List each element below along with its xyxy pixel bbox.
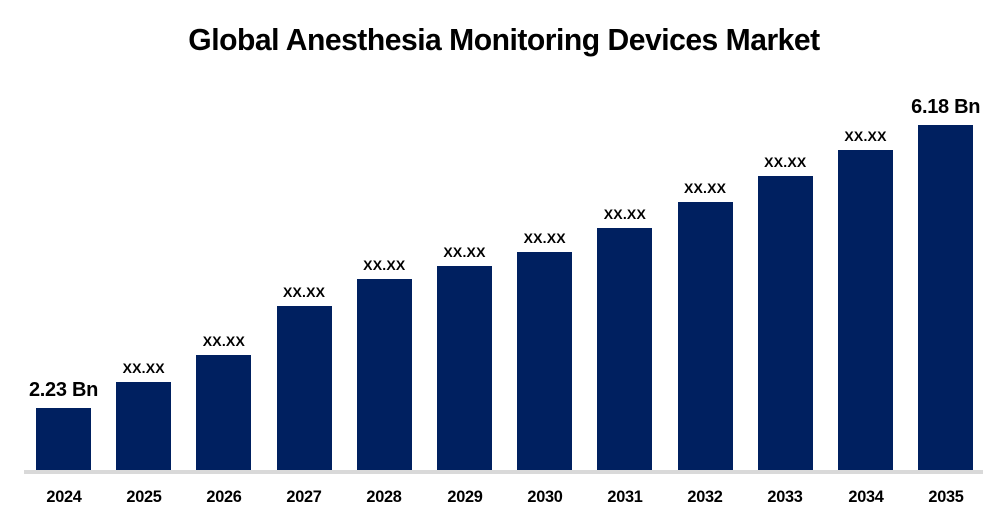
bar-2034 [838, 150, 893, 470]
x-tick-label-2034: 2034 [847, 487, 884, 506]
bar-value-label-2029: XX.XX [443, 244, 486, 260]
x-axis-line [24, 470, 983, 474]
x-tick-label-2029: 2029 [446, 487, 483, 506]
bar-2024 [36, 408, 91, 470]
x-tick-label-2025: 2025 [126, 487, 162, 506]
bar-2029 [437, 266, 492, 470]
bar-2030 [517, 252, 573, 470]
bar-2033 [757, 176, 813, 470]
bar-2032 [677, 202, 733, 470]
bar-value-label-2031: XX.XX [603, 206, 647, 222]
x-tick-label-2033: 2033 [767, 487, 803, 506]
bar-value-label-2028: XX.XX [363, 257, 406, 273]
bar-2025 [116, 382, 172, 470]
bar-value-label-2032: XX.XX [683, 180, 727, 196]
bar-2031 [597, 228, 653, 470]
bar-2026 [196, 355, 252, 470]
x-tick-label-2035: 2035 [928, 487, 964, 506]
bar-value-label-2026: XX.XX [202, 333, 246, 349]
bar-2027 [276, 306, 332, 470]
x-tick-label-2027: 2027 [286, 487, 322, 506]
x-tick-label-2028: 2028 [366, 487, 402, 506]
bar-value-label-2033: XX.XX [764, 154, 807, 170]
x-tick-label-2032: 2032 [687, 487, 723, 506]
bar-2028 [356, 279, 412, 470]
chart-title: Global Anesthesia Monitoring Devices Mar… [188, 22, 820, 57]
bar-value-label-2024: 2.23 Bn [28, 379, 99, 401]
bar-value-label-2035: 6.18 Bn [911, 96, 981, 118]
bar-value-label-2030: XX.XX [523, 230, 566, 246]
bar-value-label-2034: XX.XX [844, 128, 887, 144]
x-tick-label-2024: 2024 [45, 487, 82, 506]
bar-value-label-2025: XX.XX [122, 360, 165, 376]
bar-value-label-2027: XX.XX [282, 284, 326, 300]
x-tick-label-2026: 2026 [206, 487, 242, 506]
x-tick-label-2031: 2031 [607, 487, 643, 506]
x-tick-label-2030: 2030 [527, 487, 563, 506]
bar-2035 [918, 125, 974, 470]
